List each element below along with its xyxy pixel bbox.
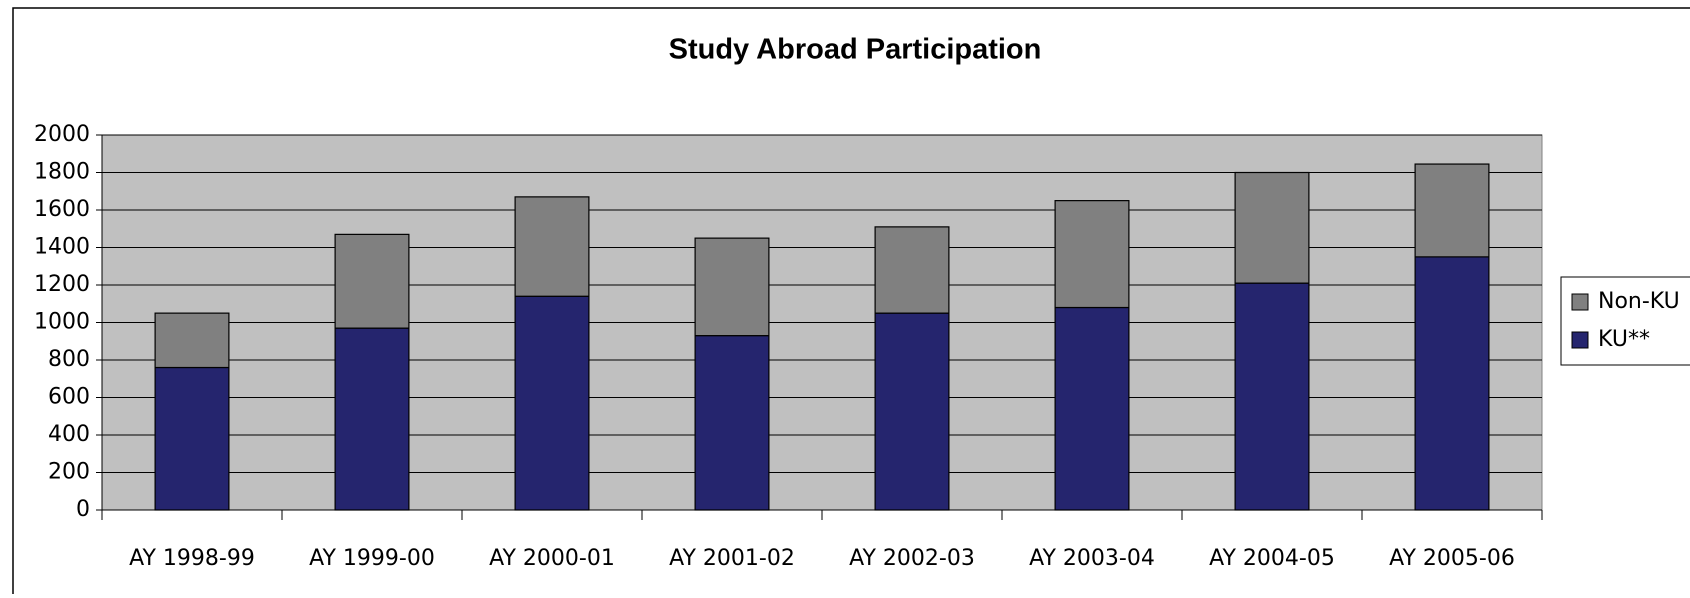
bar-segment	[1054, 306, 1130, 511]
y-tick-label: 1000	[34, 310, 90, 335]
bar-segment	[154, 312, 230, 369]
y-tick-label: 800	[48, 347, 90, 372]
x-tick-label: AY 2000-01	[489, 546, 615, 571]
y-tick-label: 1800	[34, 160, 90, 185]
legend-box	[1560, 276, 1690, 366]
y-tick-label: 1400	[34, 235, 90, 260]
x-tick-label: AY 2004-05	[1209, 546, 1335, 571]
y-tick-label: 200	[48, 460, 90, 485]
y-tick-label: 1200	[34, 272, 90, 297]
bar-segment	[1414, 163, 1490, 258]
bar-segment	[154, 366, 230, 511]
x-tick-label: AY 2002-03	[849, 546, 975, 571]
legend-label: Non-KU	[1598, 289, 1680, 314]
bar-segment	[694, 237, 770, 337]
y-tick-label: 600	[48, 385, 90, 410]
bar-segment	[694, 335, 770, 511]
legend-label: KU**	[1598, 327, 1650, 352]
bar-segment	[1234, 282, 1310, 511]
legend-swatch	[1571, 331, 1589, 349]
bar-segment	[1054, 200, 1130, 309]
y-tick-label: 400	[48, 422, 90, 447]
bar-segment	[874, 312, 950, 511]
bar-segment	[874, 226, 950, 314]
legend-swatch	[1571, 293, 1589, 311]
x-tick-label: AY 1999-00	[309, 546, 435, 571]
x-tick-label: AY 2001-02	[669, 546, 795, 571]
x-tick-label: AY 2005-06	[1389, 546, 1515, 571]
y-tick-label: 1600	[34, 197, 90, 222]
x-tick-label: AY 2003-04	[1029, 546, 1155, 571]
chart-title: Study Abroad Participation	[669, 34, 1042, 66]
bar-segment	[1414, 256, 1490, 511]
bar-segment	[1234, 171, 1310, 284]
bar-segment	[334, 233, 410, 329]
y-tick-label: 2000	[34, 122, 90, 147]
x-tick-label: AY 1998-99	[129, 546, 255, 571]
y-tick-label: 0	[76, 497, 90, 522]
bar-segment	[334, 327, 410, 511]
bar-segment	[514, 196, 590, 297]
bar-segment	[514, 295, 590, 511]
